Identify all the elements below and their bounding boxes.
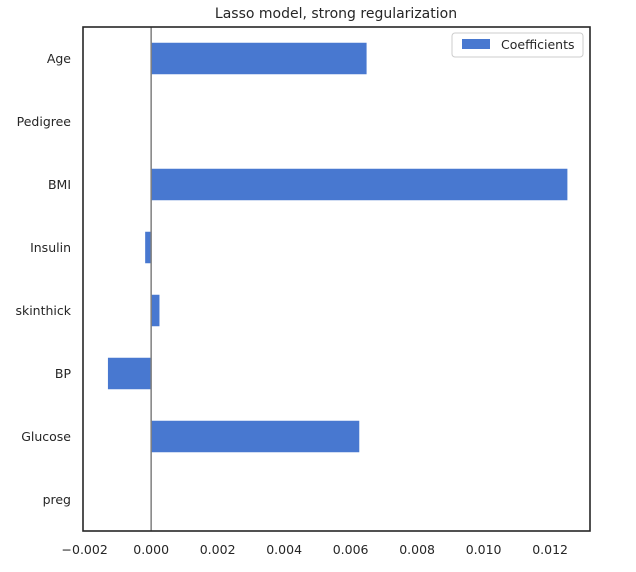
x-tick-label: −0.002 <box>62 542 108 557</box>
bar-glucose <box>151 420 360 453</box>
x-tick-label: 0.002 <box>200 542 236 557</box>
y-axis-labels: Age Pedigree BMI Insulin skinthick BP Glucose p… <box>15 51 71 507</box>
bar-insulin <box>145 231 152 264</box>
y-tick-label: skinthick <box>15 303 71 318</box>
bar-age <box>151 42 367 75</box>
x-tick-label: 0.004 <box>266 542 302 557</box>
y-tick-label: Pedigree <box>17 114 72 129</box>
plot-frame <box>82 26 591 532</box>
legend-swatch <box>462 39 490 49</box>
bars-layer <box>107 42 568 453</box>
x-tick-label: 0.008 <box>399 542 435 557</box>
y-tick-label: Insulin <box>30 240 71 255</box>
x-tick-label: 0.012 <box>532 542 568 557</box>
y-tick-label: preg <box>43 492 71 507</box>
y-tick-label: Age <box>47 51 71 66</box>
y-tick-label: Glucose <box>21 429 71 444</box>
bar-bmi <box>151 168 568 201</box>
x-axis-labels: −0.002 0.000 0.002 0.004 0.006 0.008 0.010 0.01… <box>62 542 568 557</box>
y-tick-label: BMI <box>48 177 71 192</box>
bar-bp <box>107 357 152 390</box>
x-tick-label: 0.000 <box>133 542 169 557</box>
x-tick-label: 0.010 <box>466 542 502 557</box>
x-tick-label: 0.006 <box>333 542 369 557</box>
chart-title: Lasso model, strong regularization <box>215 6 457 22</box>
legend-label: Coefficients <box>501 37 575 52</box>
y-tick-label: BP <box>55 366 72 381</box>
legend: Coefficients <box>451 32 584 58</box>
bar-skinthick <box>151 294 160 327</box>
